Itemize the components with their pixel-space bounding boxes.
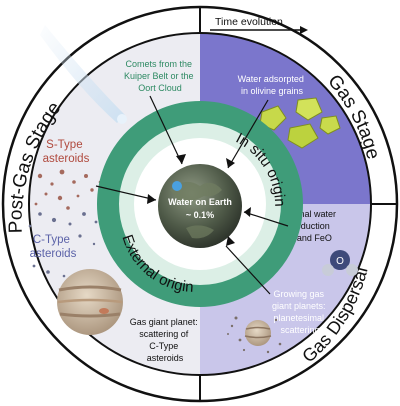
- time-evolution-arrowhead: [300, 26, 308, 34]
- water-molecule-icon: O: [322, 250, 358, 276]
- comet-tail: [40, 25, 125, 123]
- comet-head: [117, 114, 127, 124]
- arrow-growing: [225, 245, 271, 295]
- olivine-text: Water adsorpted in olivine grains: [238, 74, 307, 96]
- comets-text: Comets from the Kuiper Belt or the Oort …: [124, 59, 196, 93]
- gas-giant-text: Gas giant planet: scattering of C-Type a…: [130, 317, 201, 363]
- earth-title: Water on Earth: [168, 197, 232, 207]
- gas-giant-icon: [57, 269, 123, 335]
- stype-asteroids: [34, 169, 102, 210]
- arrow-internal: [243, 211, 289, 227]
- water-drop-icon: [172, 181, 182, 191]
- olivine-crystals-icon: [259, 97, 341, 149]
- arrow-comets: [149, 95, 183, 165]
- arrowheads: [147, 154, 251, 246]
- molecule-o-label: O: [336, 256, 344, 267]
- origin-ring-band: [97, 101, 303, 307]
- earth-icon: [158, 164, 242, 248]
- arrow-asteroids: [95, 185, 157, 201]
- ctype-asteroids: [28, 212, 98, 278]
- arrows: [95, 95, 289, 295]
- ctype-label: C-Type asteroids: [30, 234, 77, 260]
- small-gas-giant-icon: [244, 320, 272, 346]
- arrow-olivine: [227, 99, 269, 169]
- growing-giants-text: Growing gas giant planets: planetesimal …: [272, 289, 328, 335]
- stype-label: S-Type asteroids: [43, 139, 90, 165]
- planetesimal-dots: [227, 316, 282, 354]
- time-evolution-label: Time evolution: [215, 16, 283, 28]
- earth-value: ~ 0.1%: [186, 210, 214, 220]
